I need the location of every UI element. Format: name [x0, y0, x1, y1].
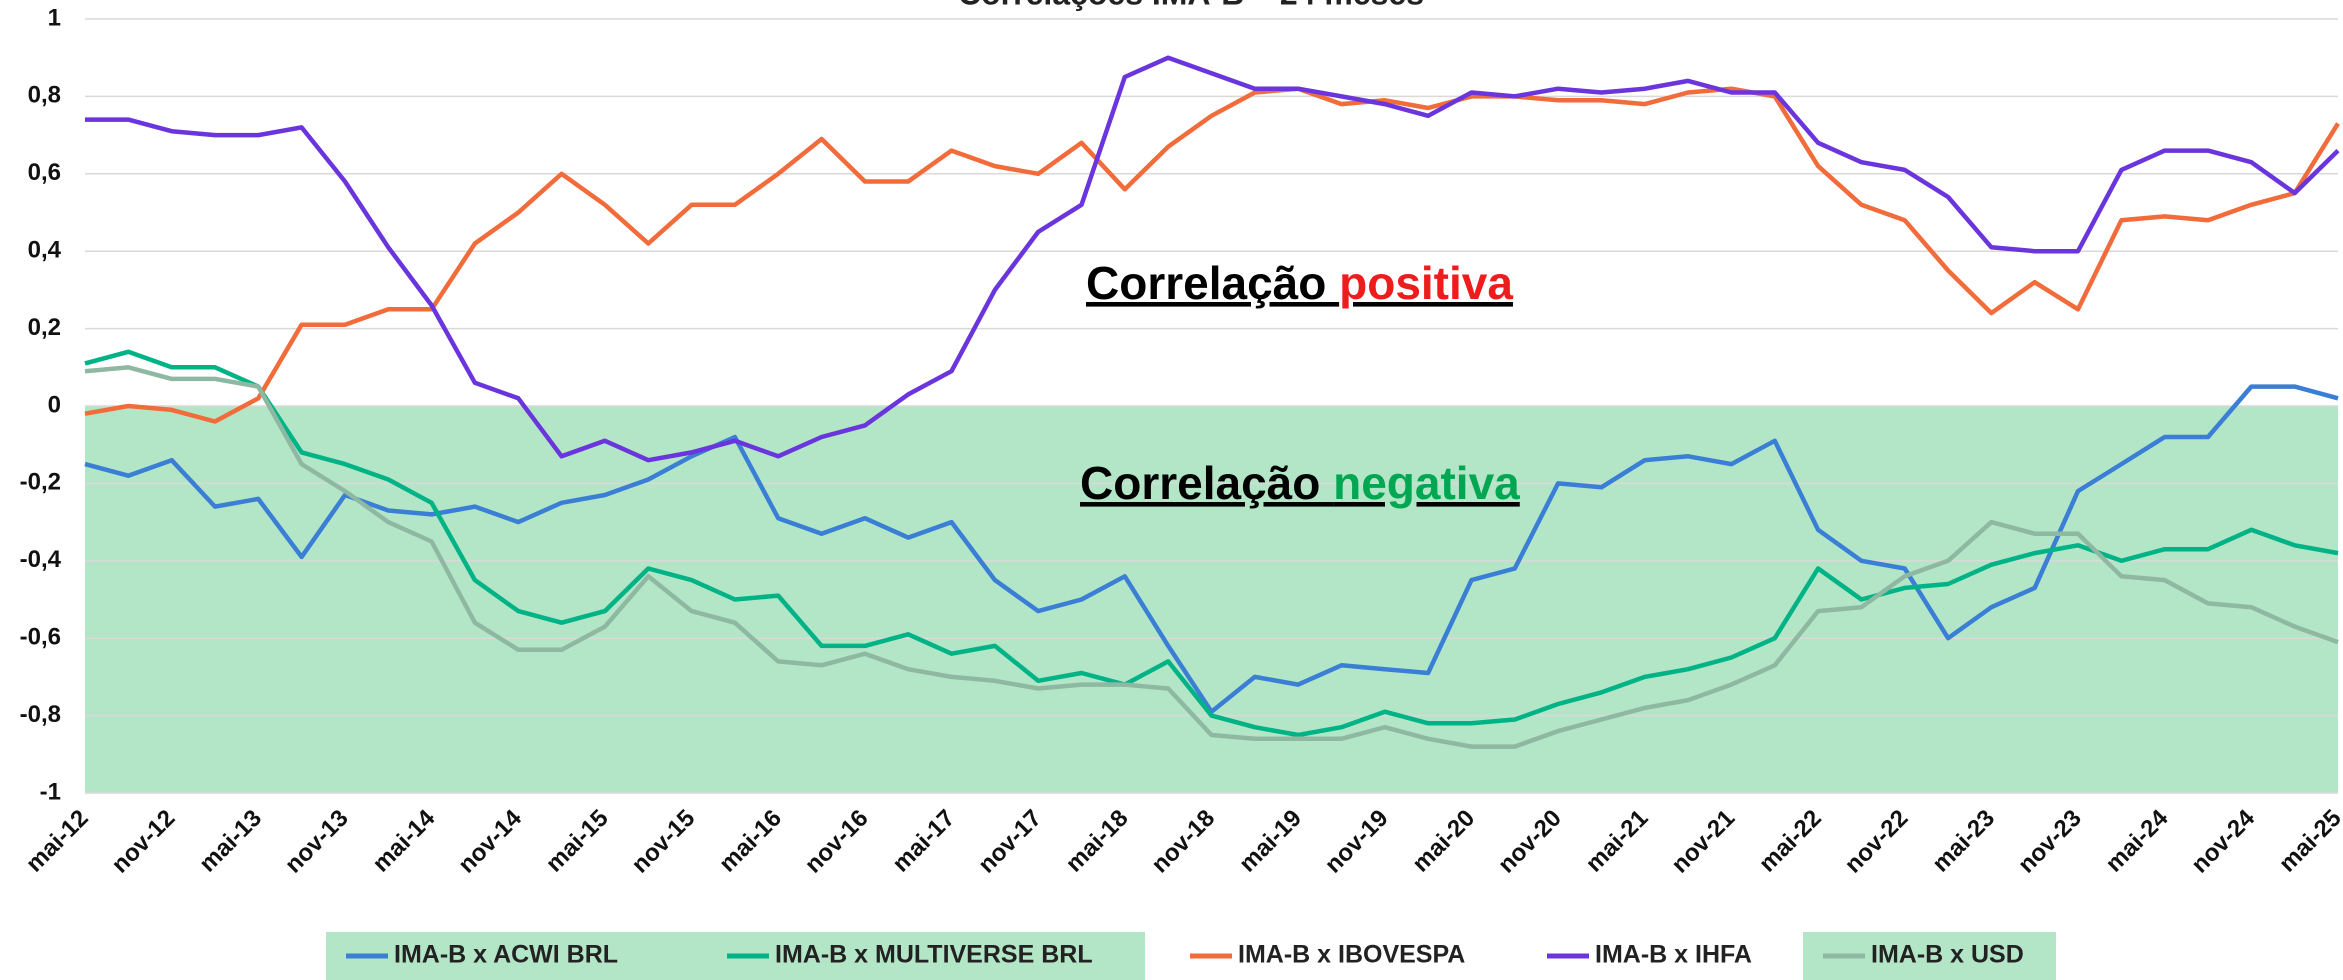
annotation-part: Correlação [1080, 457, 1333, 509]
x-tick-label: mai-22 [1754, 805, 1827, 878]
x-tick-label: mai-16 [714, 805, 787, 878]
series-line [85, 55, 2340, 463]
x-tick-label: nov-22 [1840, 805, 1914, 879]
y-tick-label: 1 [48, 4, 61, 31]
chart-title: Correlações IMA-B – 24 meses [958, 0, 1424, 11]
series-line [84, 349, 2339, 738]
x-tick-label: nov-16 [800, 805, 874, 879]
x-tick-label: mai-18 [1061, 805, 1134, 878]
annotation-part: positiva [1339, 257, 1513, 309]
x-tick-label: nov-19 [1320, 805, 1394, 879]
x-tick-label: nov-15 [627, 805, 701, 879]
x-tick-label: mai-20 [1407, 805, 1480, 878]
annotation: Correlação positiva [1086, 257, 1513, 309]
x-tick-label: mai-23 [1927, 805, 2000, 878]
annotation-part: Correlação [1086, 257, 1339, 309]
annotation: Correlação negativa [1080, 457, 1520, 509]
legend-label: IMA-B x USD [1871, 941, 2024, 969]
y-tick-label: 0 [48, 391, 61, 418]
series-line [84, 365, 2339, 749]
x-tick-label: nov-23 [2013, 805, 2087, 879]
x-tick-label: mai-17 [887, 805, 960, 878]
x-tick-label: nov-24 [2186, 804, 2260, 878]
legend-background [707, 932, 1145, 980]
x-tick-label: nov-18 [1146, 805, 1220, 879]
x-tick-label: mai-21 [1581, 805, 1654, 878]
x-tick-label: nov-12 [107, 805, 181, 879]
y-tick-label: -0,6 [20, 624, 61, 651]
x-tick-label: nov-21 [1666, 805, 1740, 879]
x-tick-label: nov-20 [1493, 805, 1567, 879]
legend-label: IMA-B x ACWI BRL [394, 941, 618, 969]
x-tick-label: nov-17 [973, 805, 1047, 879]
y-tick-label: 0,2 [28, 314, 61, 341]
legend-background [326, 932, 707, 980]
x-tick-label: mai-14 [367, 804, 440, 877]
x-tick-label: mai-19 [1234, 805, 1307, 878]
legend-label: IMA-B x MULTIVERSE BRL [775, 941, 1093, 969]
series-line [84, 384, 2339, 714]
y-tick-label: -0,4 [20, 546, 62, 573]
x-tick-label: mai-12 [21, 805, 94, 878]
annotation-part: negativa [1333, 457, 1520, 509]
y-tick-label: -0,8 [20, 701, 61, 728]
y-tick-label: 0,8 [28, 82, 61, 109]
x-tick-label: mai-25 [2274, 805, 2343, 878]
y-tick-label: -0,2 [20, 469, 61, 496]
series-line [84, 86, 2340, 424]
x-tick-label: mai-15 [541, 805, 614, 878]
x-tick-label: mai-24 [2101, 804, 2174, 877]
legend-label: IMA-B x IBOVESPA [1238, 941, 1465, 969]
x-tick-label: nov-13 [280, 805, 354, 879]
x-tick-label: mai-13 [194, 805, 267, 878]
legend-label: IMA-B x IHFA [1595, 941, 1752, 969]
x-tick-label: nov-14 [453, 804, 527, 878]
y-tick-label: -1 [40, 778, 61, 805]
y-tick-label: 0,6 [28, 159, 61, 186]
y-tick-label: 0,4 [28, 237, 62, 264]
